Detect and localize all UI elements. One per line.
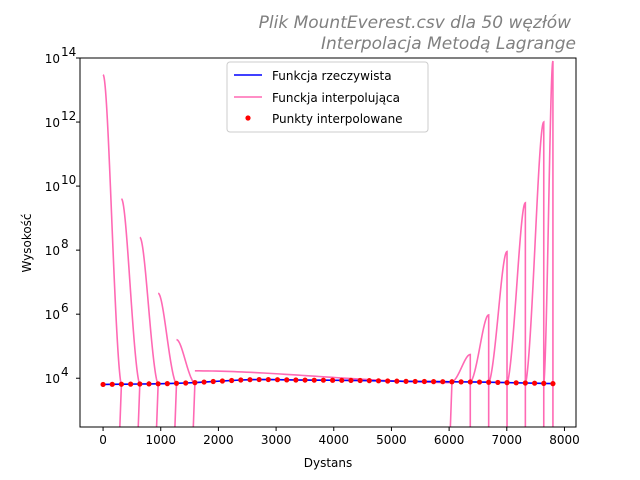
- y-tick-exponent: 14: [61, 45, 76, 59]
- interpolation-node: [421, 378, 427, 385]
- legend-box: [226, 61, 429, 133]
- x-tick-label: 4000: [318, 433, 349, 447]
- interpolation-node: [366, 378, 372, 384]
- interpolation-node: [256, 376, 262, 383]
- x-tick-label: 8000: [549, 433, 580, 447]
- interpolation-node: [192, 380, 198, 386]
- interpolation-node: [375, 378, 382, 384]
- x-tick-label: 6000: [434, 433, 465, 447]
- interpolation-node: [467, 379, 473, 385]
- legend-swatch-nodes: [245, 115, 251, 121]
- interpolation-node: [486, 379, 492, 385]
- y-tick-exponent: 6: [61, 301, 69, 315]
- legend-label-nodes: Punkty interpolowane: [272, 112, 403, 126]
- chart-title: Plik MountEverest.csv dla 50 węzłów: [259, 13, 571, 33]
- interpolation-node: [284, 377, 290, 383]
- plot-frame: [79, 57, 577, 428]
- x-tick-label: 7000: [492, 433, 523, 447]
- y-tick-label: 10: [45, 180, 60, 194]
- interpolation-node: [495, 379, 501, 386]
- y-tick-label: 10: [45, 244, 60, 258]
- interpolation-node: [458, 379, 464, 385]
- y-tick-label: 10: [45, 372, 60, 386]
- interpolation-node: [183, 380, 189, 386]
- y-tick-exponent: 8: [61, 237, 69, 251]
- y-tick-label: 10: [45, 116, 60, 130]
- interpolation-node: [550, 381, 556, 387]
- interpolation-node: [320, 377, 326, 383]
- legend-label-interp: Funckja interpolująca: [272, 91, 400, 105]
- interpolation-node: [348, 377, 354, 384]
- interpolation-node: [265, 376, 271, 383]
- legend-label-real: Funkcja rzeczywista: [272, 69, 392, 83]
- interpolation-node: [173, 380, 180, 386]
- interpolation-node: [109, 381, 115, 387]
- interpolation-node: [431, 379, 437, 385]
- x-tick-label: 3000: [261, 433, 292, 447]
- x-tick-label: 2000: [203, 433, 234, 447]
- interpolation-node: [164, 381, 170, 387]
- interpolation-node: [201, 379, 207, 385]
- plot-area: [100, 60, 556, 427]
- interpolation-node: [403, 378, 409, 384]
- interpolation-node: [311, 377, 317, 383]
- interpolation-node: [293, 377, 299, 383]
- legend: Funkcja rzeczywista Funckja interpolując…: [226, 61, 429, 133]
- interpolation-node: [440, 379, 446, 385]
- interpolation-node: [219, 378, 225, 384]
- interpolation-node: [210, 378, 216, 385]
- interpolation-node: [476, 379, 483, 385]
- interpolation-node: [330, 377, 336, 383]
- x-tick-label: 0: [99, 433, 107, 447]
- interpolation-node: [531, 380, 538, 386]
- interpolation-node: [146, 381, 152, 387]
- y-tick-exponent: 10: [61, 173, 76, 187]
- interpolation-node: [522, 380, 528, 386]
- interpolation-node: [394, 378, 400, 384]
- interpolation-node: [247, 377, 253, 383]
- interpolation-node: [449, 379, 455, 385]
- interpolation-node: [137, 381, 143, 387]
- interpolation-node: [412, 378, 418, 385]
- x-tick-label: 5000: [376, 433, 407, 447]
- interpolation-node: [238, 377, 244, 383]
- interpolation-node: [339, 377, 345, 383]
- interpolation-node: [128, 381, 134, 387]
- x-tick-label: 1000: [145, 433, 176, 447]
- interpolation-node: [100, 381, 106, 388]
- y-axis-label: Wysokość: [20, 213, 34, 272]
- series-real-function: [103, 378, 553, 386]
- x-axis-label: Dystans: [304, 456, 353, 470]
- interpolation-node: [504, 380, 510, 386]
- interpolation-node: [229, 377, 235, 384]
- chart-subtitle: Interpolacja Metodą Lagrange: [321, 34, 576, 54]
- y-tick-exponent: 12: [61, 109, 76, 123]
- x-axis: 0 1000 2000 3000 4000 5000 6000 7000 8000: [99, 427, 580, 447]
- interpolation-node: [155, 381, 161, 387]
- y-tick-exponent: 4: [61, 365, 69, 379]
- interpolation-node: [302, 377, 308, 383]
- y-tick-label: 10: [45, 308, 60, 322]
- interpolation-node: [357, 377, 363, 384]
- series-interpolating-function: [102, 60, 554, 427]
- interpolation-node: [385, 378, 391, 384]
- y-tick-label: 10: [45, 52, 60, 66]
- interpolation-node: [541, 380, 547, 386]
- interpolation-node: [118, 381, 125, 387]
- interpolation-node: [274, 377, 281, 383]
- interpolation-node: [513, 380, 519, 386]
